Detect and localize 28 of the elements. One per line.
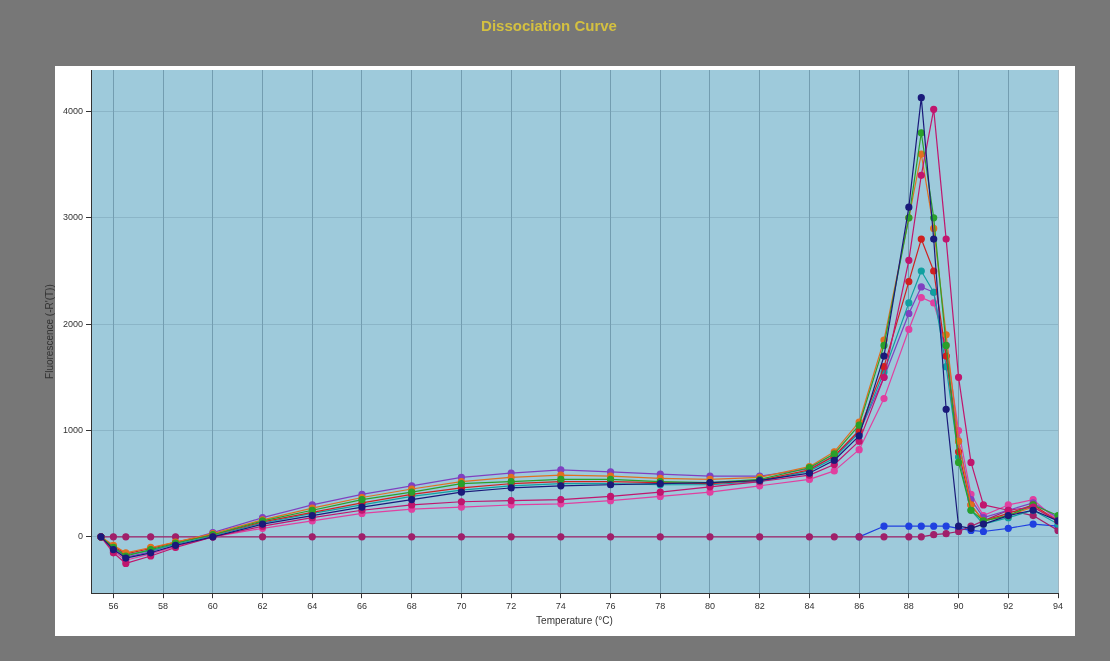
x-axis-title: Temperature (°C) — [536, 614, 613, 626]
y-tick-label: 2000 — [62, 318, 84, 329]
x-tick-label: 90 — [953, 601, 964, 612]
x-tick-label: 78 — [655, 601, 666, 612]
x-tick-label: 66 — [356, 601, 367, 612]
x-tick-label: 60 — [207, 601, 218, 612]
y-tick-label: 0 — [78, 531, 84, 542]
x-tick-label: 72 — [506, 601, 517, 612]
y-axis-title: Fluorescence (-R'(T)) — [43, 284, 55, 379]
chart-title: Dissociation Curve — [481, 17, 617, 35]
x-tick-label: 76 — [605, 601, 616, 612]
y-tick-label: 3000 — [62, 212, 84, 223]
x-tick-label: 80 — [704, 601, 715, 612]
x-tick-label: 56 — [108, 601, 119, 612]
x-tick-label: 84 — [804, 601, 815, 612]
x-tick-label: 92 — [1003, 601, 1014, 612]
y-tick-label: 1000 — [62, 424, 84, 435]
x-tick-label: 88 — [903, 601, 914, 612]
x-tick-label: 70 — [456, 601, 467, 612]
x-tick-label: 94 — [1052, 601, 1064, 612]
x-tick-label: 62 — [257, 601, 268, 612]
x-tick-label: 82 — [754, 601, 765, 612]
y-tick-label: 4000 — [62, 105, 84, 116]
x-tick-label: 86 — [854, 601, 865, 612]
x-tick-label: 74 — [555, 601, 566, 612]
x-tick-label: 58 — [158, 601, 169, 612]
x-tick-label: 64 — [307, 601, 318, 612]
x-tick-label: 68 — [406, 601, 417, 612]
